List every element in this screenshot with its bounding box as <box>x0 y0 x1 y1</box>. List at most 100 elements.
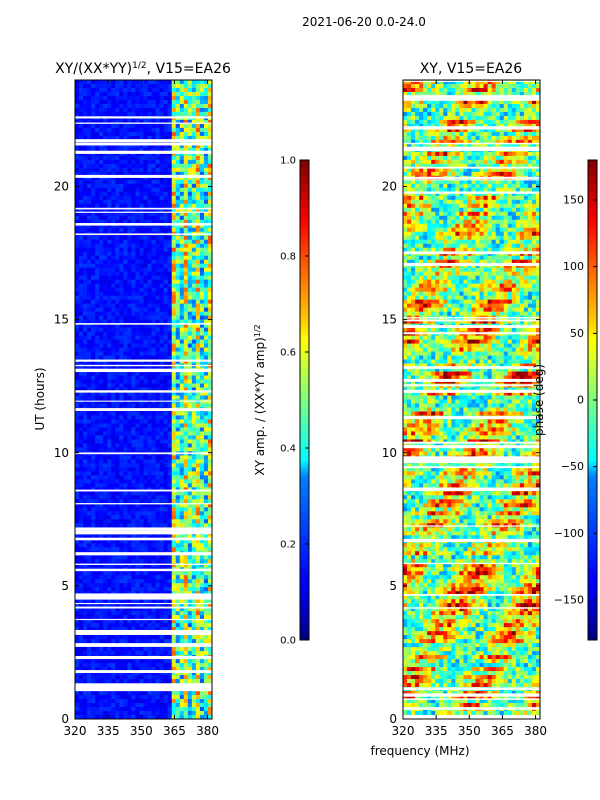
heatmap-cell <box>123 635 128 640</box>
heatmap-cell <box>79 207 84 213</box>
heatmap-cell <box>115 163 120 169</box>
heatmap-cell <box>179 287 185 293</box>
heatmap-cell <box>99 659 104 664</box>
heatmap-cell <box>123 315 128 321</box>
heatmap-cell <box>187 647 193 652</box>
heatmap-cell <box>87 247 92 253</box>
heatmap-cell <box>127 475 133 480</box>
heatmap-cell <box>131 123 137 129</box>
heatmap-cell <box>139 199 145 205</box>
heatmap-cell <box>87 479 92 484</box>
heatmap-cell <box>119 495 124 500</box>
heatmap-cell <box>147 467 153 472</box>
heatmap-cell <box>167 303 173 309</box>
heatmap-cell <box>83 619 88 624</box>
heatmap-cell <box>87 663 92 668</box>
heatmap-cell <box>87 423 92 429</box>
heatmap-cell <box>95 179 100 185</box>
heatmap-cell <box>119 203 124 209</box>
heatmap-cell <box>183 583 189 588</box>
heatmap-cell <box>187 323 193 329</box>
heatmap-cell <box>139 435 145 441</box>
heatmap-cell <box>135 555 141 560</box>
heatmap-cell <box>111 199 116 205</box>
heatmap-cell <box>207 83 212 89</box>
heatmap-cell <box>147 319 153 325</box>
heatmap-cell <box>151 295 157 301</box>
heatmap-cell <box>103 619 108 624</box>
heatmap-cell <box>127 315 133 321</box>
heatmap-cell <box>79 355 84 361</box>
heatmap-cell <box>103 315 108 321</box>
heatmap-cell <box>143 543 149 548</box>
heatmap-cell <box>207 187 212 193</box>
heatmap-cell <box>107 351 112 357</box>
heatmap-cell <box>195 435 201 441</box>
heatmap-cell <box>187 283 193 289</box>
heatmap-cell <box>191 607 197 612</box>
heatmap-cell <box>111 443 116 449</box>
figure-suptitle: 2021-06-20 0.0-24.0 <box>302 15 426 29</box>
heatmap-cell <box>99 455 104 460</box>
heatmap-cell <box>103 87 108 93</box>
heatmap-cell <box>199 315 205 321</box>
heatmap-cell <box>79 235 84 241</box>
heatmap-cell <box>111 639 116 644</box>
heatmap-cell <box>115 319 120 325</box>
heatmap-cell <box>135 559 141 564</box>
heatmap-cell <box>83 651 88 656</box>
heatmap-cell <box>147 83 153 89</box>
heatmap-cell <box>171 155 177 161</box>
heatmap-cell <box>123 555 128 560</box>
heatmap-cell <box>83 171 88 177</box>
heatmap-cell <box>191 211 197 217</box>
heatmap-cell <box>79 223 84 229</box>
heatmap-cell <box>147 239 153 245</box>
heatmap-cell <box>107 619 112 624</box>
heatmap-cell <box>123 207 128 213</box>
heatmap-cell <box>83 303 88 309</box>
heatmap-cell <box>199 183 205 189</box>
heatmap-cell <box>103 227 108 233</box>
heatmap-cell <box>151 287 157 293</box>
heatmap-cell <box>83 331 88 337</box>
heatmap-cell <box>183 403 189 409</box>
heatmap-cell <box>127 547 133 552</box>
heatmap-cell <box>159 271 165 277</box>
heatmap-cell <box>199 355 205 361</box>
heatmap-cell <box>183 323 189 329</box>
heatmap-cell <box>79 383 84 389</box>
heatmap-cell <box>199 119 205 125</box>
heatmap-cell <box>143 207 149 213</box>
heatmap-cell <box>79 219 84 225</box>
heatmap-cell <box>179 147 185 153</box>
heatmap-cell <box>127 559 133 564</box>
heatmap-cell <box>151 439 157 445</box>
heatmap-cell <box>143 287 149 293</box>
heatmap-cell <box>187 219 193 225</box>
heatmap-cell <box>179 135 185 141</box>
heatmap-cell <box>91 619 96 624</box>
heatmap-cell <box>139 123 145 129</box>
heatmap-cell <box>107 319 112 325</box>
heatmap-cell <box>95 579 100 584</box>
heatmap-cell <box>147 351 153 357</box>
heatmap-cell <box>155 623 161 628</box>
heatmap-cell <box>183 443 189 449</box>
heatmap-cell <box>155 167 161 173</box>
heatmap-cell <box>119 99 124 105</box>
heatmap-cell <box>99 563 104 568</box>
heatmap-cell <box>119 83 124 89</box>
heatmap-cell <box>199 507 205 512</box>
heatmap-cell <box>75 579 80 584</box>
heatmap-cell <box>111 559 116 564</box>
heatmap-cell <box>91 311 96 317</box>
heatmap-cell <box>99 623 104 628</box>
heatmap-cell <box>195 447 201 453</box>
heatmap-cell <box>131 271 137 277</box>
heatmap-cell <box>171 339 177 345</box>
heatmap-cell <box>99 391 104 397</box>
heatmap-cell <box>135 251 141 257</box>
heatmap-cell <box>87 651 92 656</box>
heatmap-cell <box>139 439 145 445</box>
